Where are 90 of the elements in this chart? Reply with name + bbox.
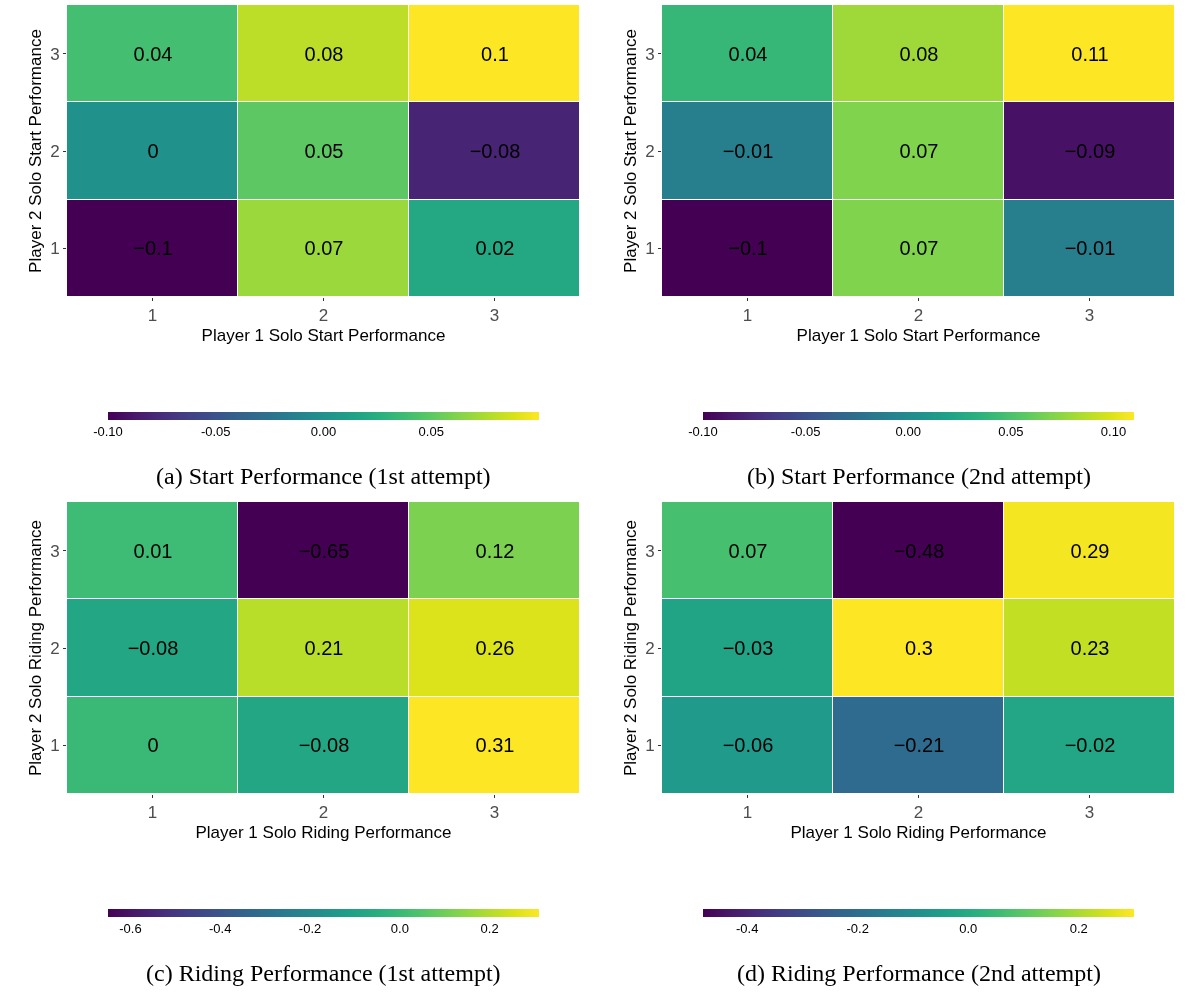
x-tick-label: 2 xyxy=(913,306,924,326)
data-label: −0.65 xyxy=(298,540,350,562)
data-label: 0.02 xyxy=(475,237,515,259)
data-label: 0.04 xyxy=(133,43,173,65)
x-tick-label: 1 xyxy=(147,803,158,823)
data-label: 0 xyxy=(147,734,159,756)
color-bar-label: -0.4 xyxy=(736,921,759,937)
x-axis-title: Player 1 Solo Riding Performance xyxy=(790,822,1047,842)
data-label: 0.08 xyxy=(899,43,939,65)
color-bar-label: 0.05 xyxy=(998,424,1024,440)
y-axis-title: Player 2 Solo Riding Performance xyxy=(620,519,640,777)
data-label: 0.07 xyxy=(728,540,768,562)
color-bar-label: 0.00 xyxy=(895,424,921,440)
y-tick-label: 1 xyxy=(645,239,655,259)
data-label: 0.21 xyxy=(304,637,344,659)
y-axis-title: Player 2 Solo Start Performance xyxy=(25,29,45,273)
data-label: 0.05 xyxy=(304,140,344,162)
data-label: 0.26 xyxy=(475,637,515,659)
x-tick-label: 2 xyxy=(318,306,329,326)
color-bar-label: -0.4 xyxy=(209,921,232,937)
data-label: −0.08 xyxy=(298,734,350,756)
y-tick-label: 2 xyxy=(645,141,655,161)
data-label: −0.09 xyxy=(1064,140,1116,162)
color-bar-label: -0.10 xyxy=(688,424,718,440)
y-tick-label: 3 xyxy=(50,541,60,561)
data-label: −0.02 xyxy=(1064,734,1116,756)
y-axis-title: Player 2 Solo Start Performance xyxy=(620,29,640,273)
y-tick-label: 3 xyxy=(645,44,655,64)
y-tick-label: 1 xyxy=(50,736,60,756)
data-label: −0.06 xyxy=(722,734,774,756)
data-label: 0.04 xyxy=(728,43,768,65)
data-label: −0.01 xyxy=(1064,237,1116,259)
y-tick-label: 2 xyxy=(645,638,655,658)
x-tick-label: 1 xyxy=(742,803,753,823)
data-label: −0.1 xyxy=(728,237,768,259)
x-tick-label: 1 xyxy=(147,306,158,326)
color-bar-label: 0.10 xyxy=(1100,424,1127,440)
x-axis-title: Player 1 Solo Start Performance xyxy=(796,325,1041,345)
data-label: 0 xyxy=(147,140,159,162)
text: (c) Riding Performance (1st attempt) xyxy=(146,960,501,986)
data-label: −0.21 xyxy=(893,734,945,756)
x-tick-label: 3 xyxy=(1084,306,1095,326)
data-label: 0.07 xyxy=(304,237,344,259)
x-tick-label: 2 xyxy=(913,803,924,823)
x-tick-label: 1 xyxy=(742,306,753,326)
color-bar-label: 0.05 xyxy=(418,424,444,440)
data-label: −0.08 xyxy=(469,140,521,162)
color-bar-label: 0.0 xyxy=(390,921,409,937)
color-bar-label: 0.2 xyxy=(480,921,499,937)
data-label: −0.03 xyxy=(722,637,774,659)
y-axis-title: Player 2 Solo Riding Performance xyxy=(25,519,45,777)
data-label: 0.07 xyxy=(899,140,939,162)
data-label: −0.1 xyxy=(133,237,173,259)
y-tick-label: 1 xyxy=(645,736,655,756)
x-axis-title: Player 1 Solo Riding Performance xyxy=(195,822,452,842)
data-label: 0.07 xyxy=(899,237,939,259)
data-label: 0.1 xyxy=(481,43,509,65)
color-bar-label: -0.6 xyxy=(119,921,142,937)
y-tick-label: 3 xyxy=(645,541,655,561)
data-label: 0.12 xyxy=(475,540,515,562)
text: (b) Start Performance (2nd attempt) xyxy=(747,463,1091,489)
color-bar-label: -0.05 xyxy=(790,424,821,440)
data-label: 0.23 xyxy=(1070,637,1110,659)
color-bar-label: 0.0 xyxy=(959,921,978,937)
color-bar-label: 0.00 xyxy=(310,424,337,440)
data-label: −0.01 xyxy=(722,140,774,162)
data-label: −0.08 xyxy=(127,637,179,659)
color-bar-label: -0.05 xyxy=(200,424,231,440)
data-label: −0.48 xyxy=(893,540,945,562)
color-bar-label: -0.2 xyxy=(846,921,869,937)
data-label: 0.31 xyxy=(475,734,515,756)
color-bar-label: -0.2 xyxy=(298,921,322,937)
x-axis-title: Player 1 Solo Start Performance xyxy=(201,325,446,345)
data-label: 0.11 xyxy=(1071,43,1109,65)
color-bar-label: -0.10 xyxy=(93,424,123,440)
y-tick-label: 2 xyxy=(50,638,60,658)
data-label: 0.01 xyxy=(133,540,173,562)
data-label: 0.08 xyxy=(304,43,344,65)
text: (d) Riding Performance (2nd attempt) xyxy=(737,960,1101,986)
y-tick-label: 1 xyxy=(50,239,60,259)
x-tick-label: 2 xyxy=(318,803,329,823)
x-tick-label: 3 xyxy=(489,306,500,326)
data-label: 0.3 xyxy=(905,637,933,659)
color-bar-label: 0.2 xyxy=(1069,921,1088,937)
x-tick-label: 3 xyxy=(1084,803,1095,823)
y-tick-label: 2 xyxy=(50,141,60,161)
data-label: 0.29 xyxy=(1070,540,1110,562)
y-tick-label: 3 xyxy=(50,44,60,64)
text: (a) Start Performance (1st attempt) xyxy=(156,463,491,489)
x-tick-label: 3 xyxy=(489,803,500,823)
